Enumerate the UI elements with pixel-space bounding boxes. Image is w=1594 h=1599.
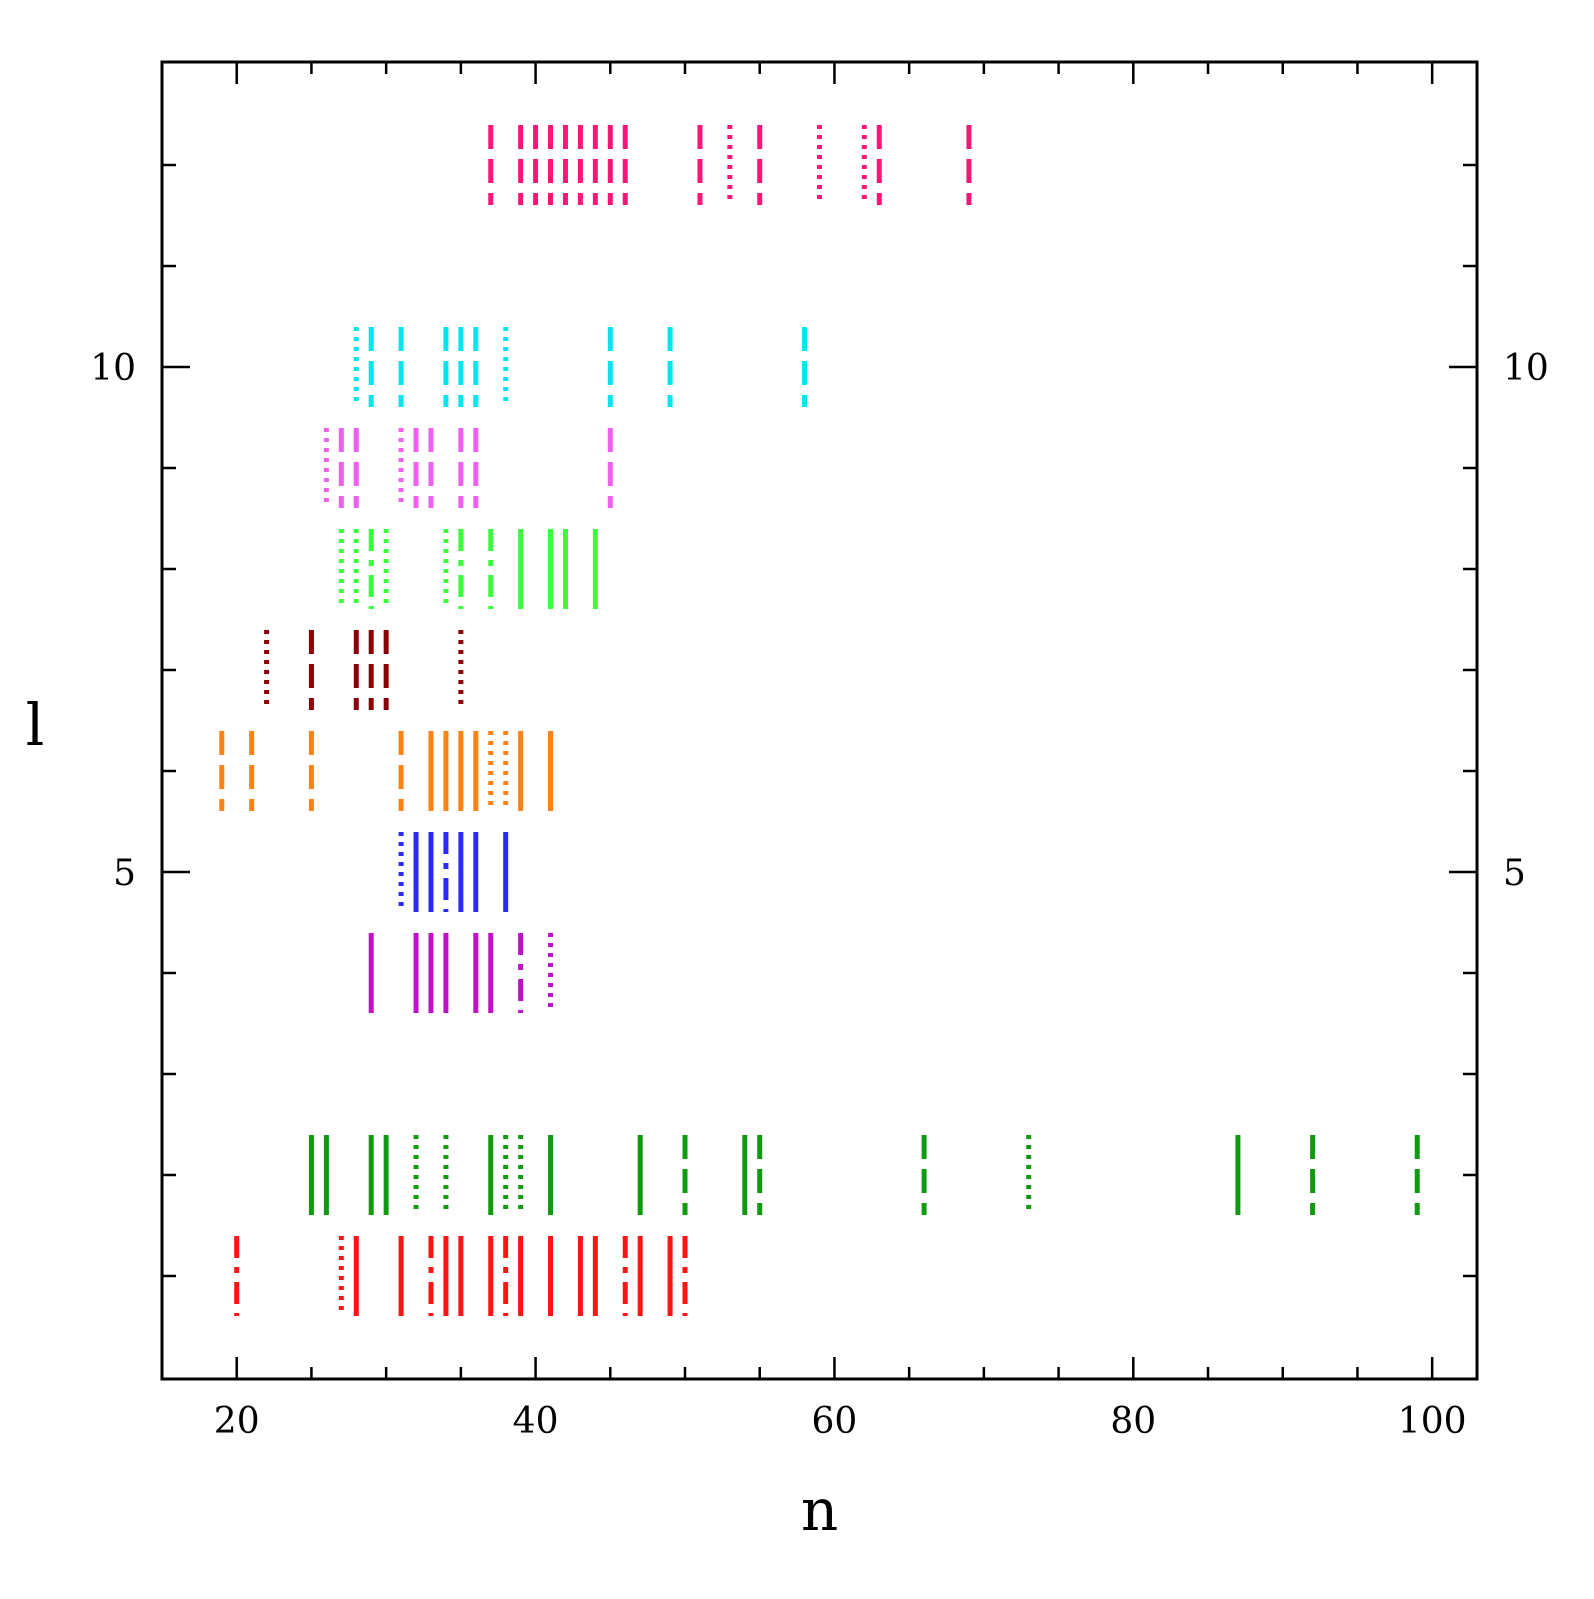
- y-tick-label: 10: [90, 348, 136, 389]
- series-l-1: [234, 1235, 688, 1316]
- series-l-9: [323, 428, 613, 509]
- x-tick-label: 80: [1110, 1401, 1156, 1442]
- x-tick-label: 100: [1398, 1401, 1467, 1442]
- series-l-6: [219, 730, 554, 811]
- y-tick-label-right: 10: [1503, 348, 1549, 389]
- y-axis-title: l: [26, 691, 45, 759]
- series-l-4: [368, 932, 554, 1013]
- series-l-8: [338, 529, 598, 610]
- series-l-12: [488, 125, 972, 206]
- series-l-7: [264, 630, 464, 711]
- y-tick-label: 5: [113, 853, 136, 894]
- x-tick-label: 60: [812, 1401, 858, 1442]
- ticks-layer: [162, 62, 1477, 1379]
- x-axis-title: n: [801, 1476, 838, 1544]
- series-l-2: [308, 1134, 1420, 1215]
- series-l-10: [353, 327, 808, 408]
- series-l-5: [398, 831, 509, 912]
- marks-layer: [219, 125, 1420, 1316]
- y-tick-label-right: 5: [1503, 853, 1526, 894]
- x-tick-label: 20: [214, 1401, 260, 1442]
- x-tick-label: 40: [513, 1401, 559, 1442]
- plot-frame: [160, 60, 1479, 1381]
